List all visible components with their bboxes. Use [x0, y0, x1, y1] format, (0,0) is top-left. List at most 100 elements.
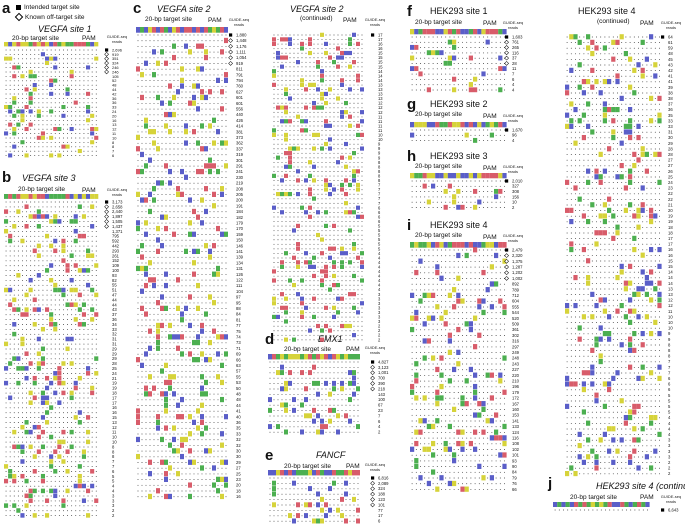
match-dot — [22, 422, 23, 423]
match-dot — [54, 475, 56, 477]
mismatch-base-cell — [28, 444, 33, 450]
match-dot — [83, 373, 85, 374]
match-dot — [165, 120, 167, 121]
mismatch-base-cell — [49, 135, 54, 140]
match-dot — [5, 324, 7, 325]
match-dot — [91, 304, 93, 306]
match-dot — [329, 157, 331, 159]
match-dot — [13, 387, 15, 389]
match-dot — [54, 358, 56, 360]
match-dot — [185, 450, 187, 452]
match-dot — [54, 102, 56, 104]
match-dot — [273, 121, 275, 122]
match-dot — [17, 53, 19, 55]
match-dot — [9, 446, 11, 448]
mismatch-base-cell — [49, 219, 54, 224]
match-dot — [95, 431, 97, 433]
mismatch-base-cell — [65, 144, 70, 149]
match-dot — [213, 45, 215, 47]
match-dot — [75, 299, 77, 301]
match-dot — [42, 324, 44, 325]
match-dot — [177, 393, 179, 395]
mismatch-base-cell — [216, 334, 220, 340]
match-dot — [26, 299, 27, 301]
match-dot — [67, 475, 69, 477]
match-dot — [137, 325, 139, 327]
match-dot — [17, 71, 19, 73]
match-dot — [149, 234, 151, 235]
match-dot — [185, 279, 187, 281]
mismatch-base-cell — [65, 91, 70, 96]
match-dot — [169, 353, 171, 355]
match-dot — [137, 211, 139, 213]
match-dot — [30, 451, 32, 453]
panel-e-target-label: 20-bp target site — [284, 463, 331, 470]
reference-base-cell — [160, 27, 164, 33]
mismatch-base-cell — [192, 83, 196, 89]
match-dot — [54, 89, 56, 91]
match-dot — [71, 53, 73, 55]
match-dot — [13, 240, 15, 242]
match-dot — [173, 405, 175, 406]
match-dot — [141, 137, 143, 139]
mismatch-base-cell — [77, 292, 82, 298]
match-dot — [71, 240, 73, 242]
match-dot — [209, 365, 211, 367]
match-dot — [209, 382, 211, 384]
match-dot — [209, 57, 211, 59]
match-dot — [42, 226, 44, 227]
match-dot — [83, 333, 85, 335]
match-dot — [161, 80, 163, 82]
match-dot — [213, 285, 215, 287]
match-dot — [75, 505, 77, 507]
match-dot — [153, 177, 155, 178]
mismatch-base-cell — [288, 37, 292, 42]
match-dot — [137, 342, 139, 344]
match-dot — [189, 120, 191, 121]
match-dot — [217, 234, 219, 235]
mismatch-base-cell — [61, 429, 66, 435]
reads-count: 1,176 — [236, 44, 247, 49]
reference-base-cell — [36, 42, 41, 47]
match-dot — [46, 150, 48, 152]
match-dot — [281, 89, 283, 91]
match-dot — [42, 106, 44, 108]
reference-base-cell — [28, 42, 33, 47]
match-dot — [67, 75, 69, 77]
match-dot — [58, 150, 60, 152]
match-dot — [67, 441, 69, 443]
match-dot — [321, 84, 323, 86]
match-dot — [63, 270, 64, 272]
match-dot — [201, 296, 203, 298]
match-dot — [309, 102, 311, 104]
mismatch-base-cell — [212, 328, 216, 334]
match-dot — [83, 358, 85, 360]
match-dot — [213, 427, 215, 429]
match-dot — [38, 89, 40, 91]
match-dot — [87, 377, 89, 379]
mismatch-base-cell — [212, 300, 216, 306]
match-dot — [141, 102, 143, 104]
match-dot — [197, 80, 199, 82]
match-dot — [293, 89, 295, 91]
mismatch-base-cell — [312, 146, 316, 151]
mismatch-base-cell — [8, 395, 13, 401]
match-dot — [95, 397, 97, 399]
match-dot — [95, 422, 97, 423]
match-dot — [17, 392, 19, 394]
match-dot — [197, 467, 199, 469]
panel-i-pam-label: PAM — [483, 234, 497, 241]
match-dot — [337, 125, 339, 127]
match-dot — [301, 75, 303, 77]
match-dot — [95, 216, 97, 218]
match-dot — [54, 150, 56, 152]
match-dot — [26, 71, 27, 73]
match-dot — [273, 116, 275, 118]
match-dot — [87, 348, 89, 350]
match-dot — [225, 137, 227, 139]
match-dot — [9, 255, 11, 257]
match-dot — [181, 142, 183, 144]
match-dot — [67, 422, 69, 423]
match-dot — [38, 387, 40, 389]
mismatch-base-cell — [24, 312, 29, 317]
